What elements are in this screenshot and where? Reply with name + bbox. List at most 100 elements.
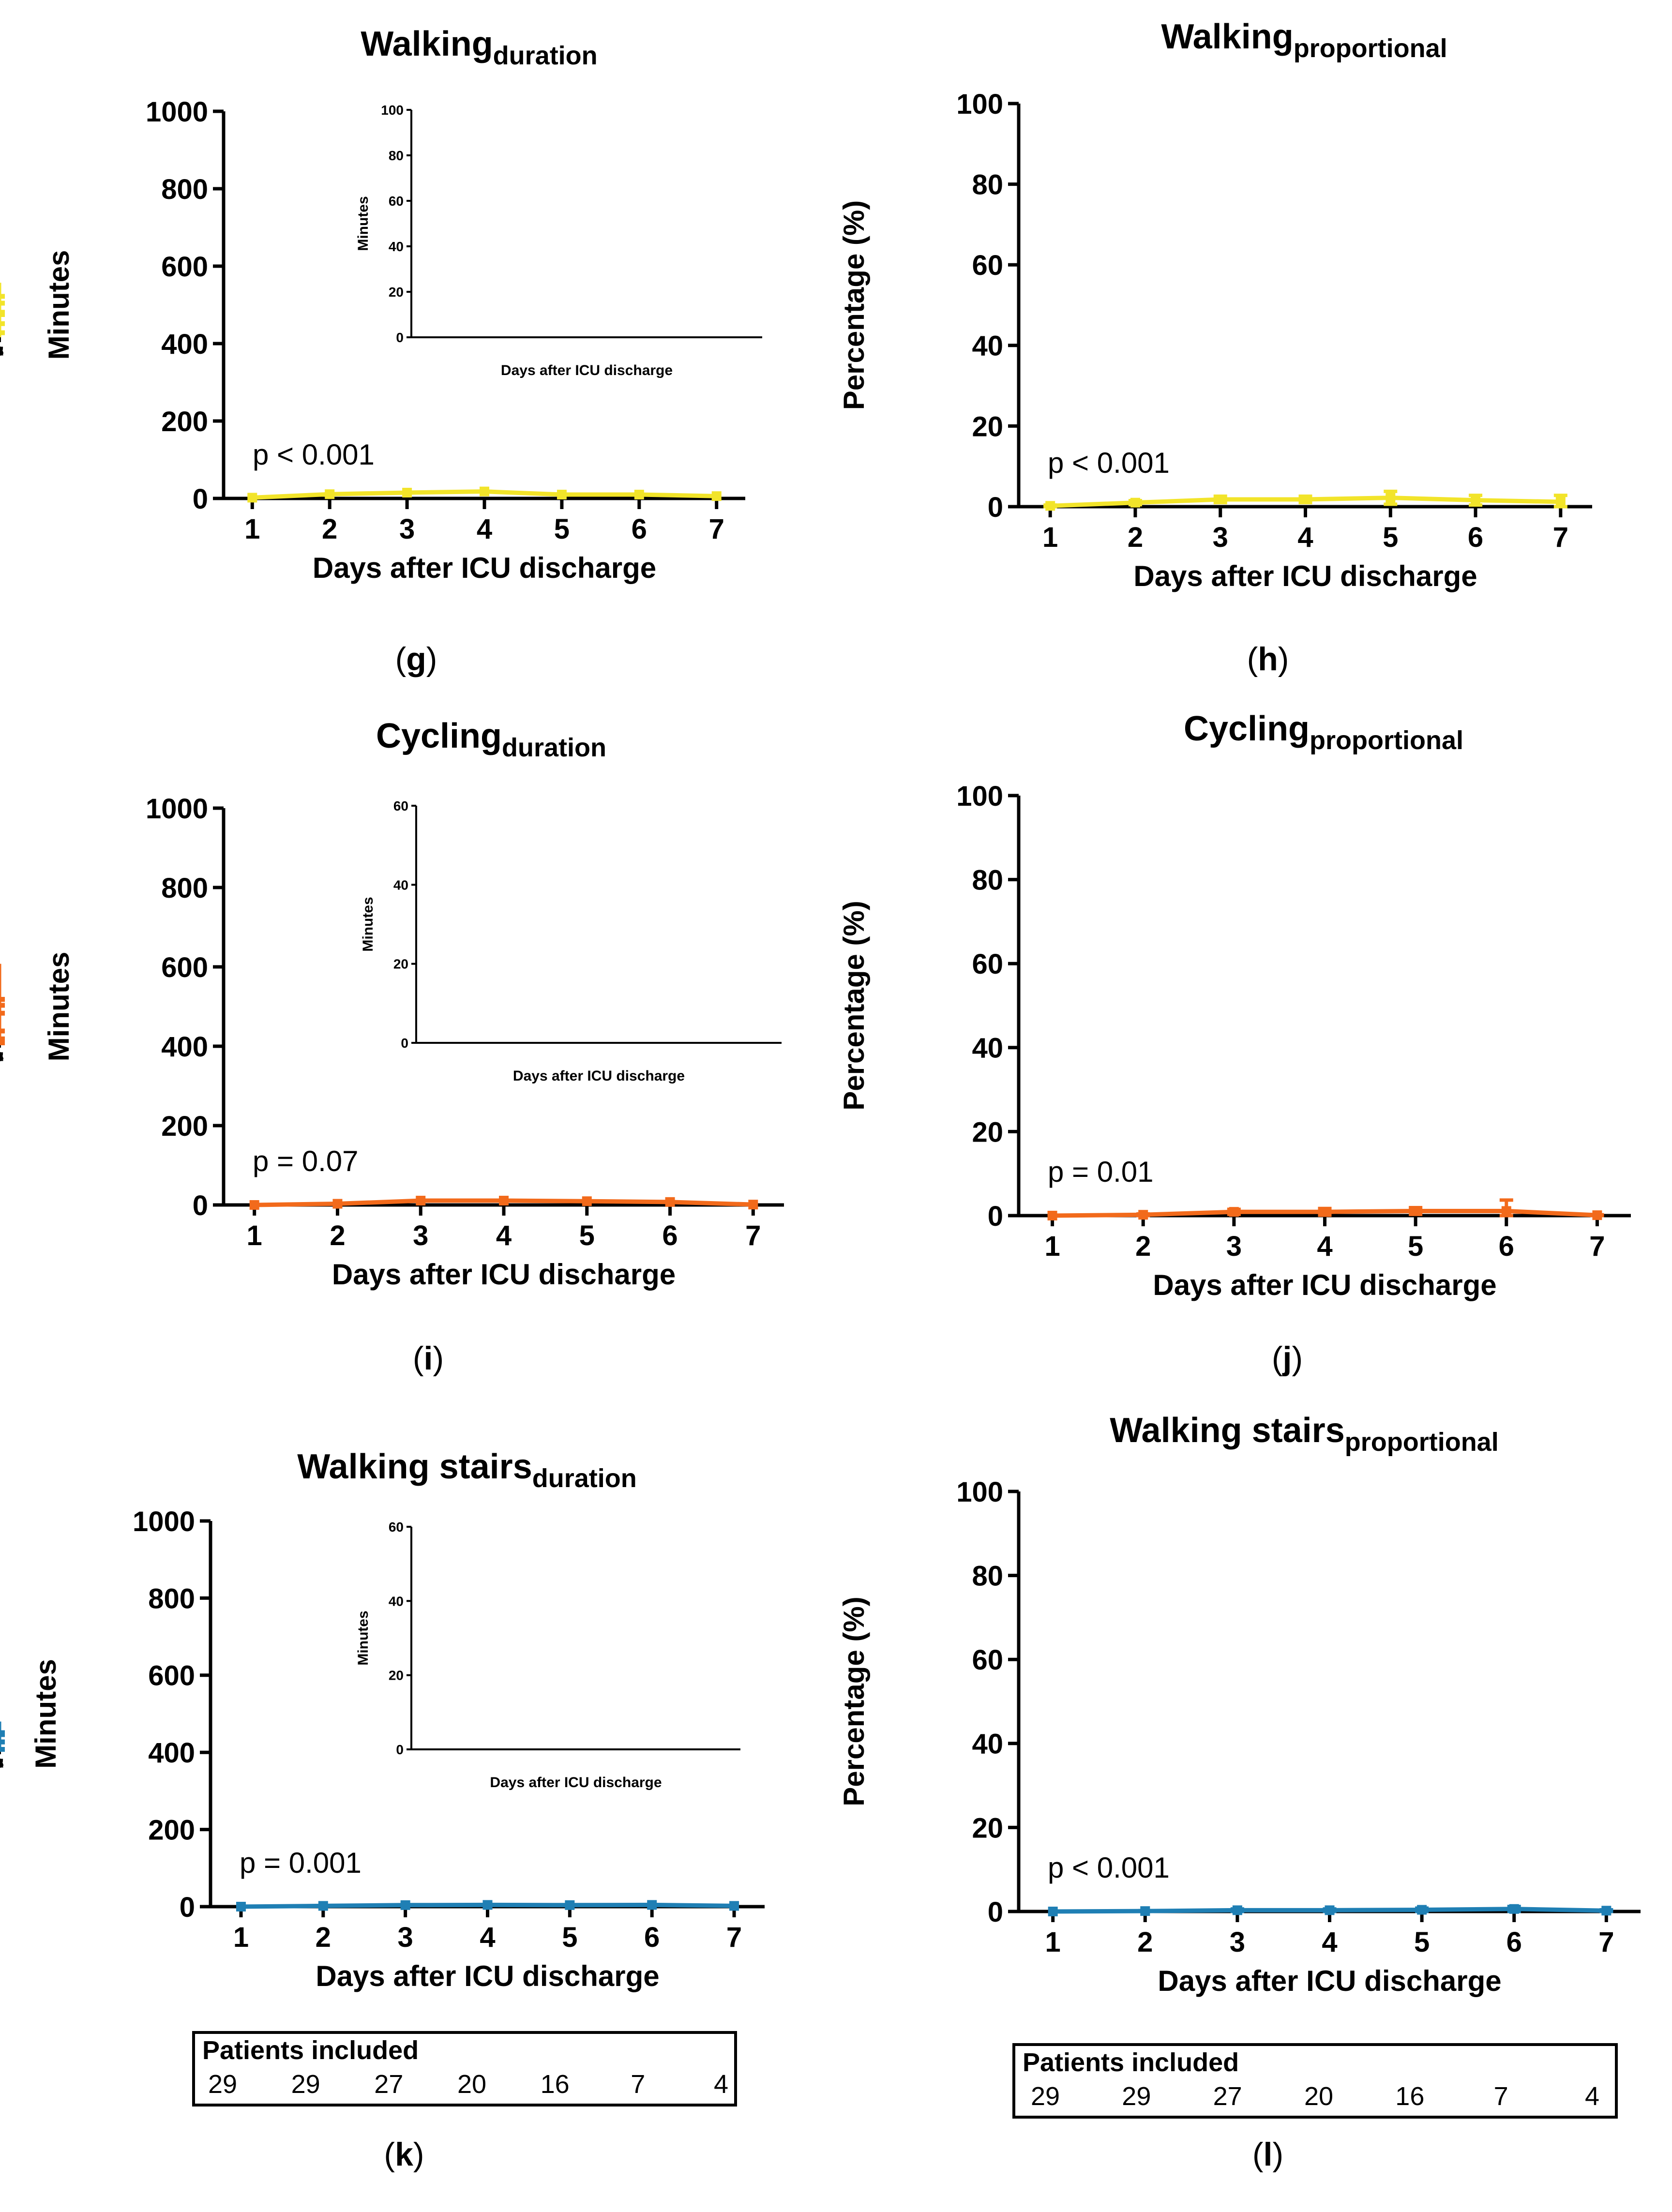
y-tick-label: 0 [988,1201,1003,1232]
chart-title-subscript: duration [493,41,598,70]
data-point [1130,497,1140,508]
x-tick-label: 6 [0,1049,3,1064]
x-tick-label: 7 [1589,1231,1605,1262]
x-tick-label: 2 [330,1220,345,1251]
x-tick-label: 7 [0,1049,3,1064]
x-tick-label: 3 [413,1220,428,1251]
data-point [332,1199,343,1209]
y-tick-label: 40 [972,1033,1003,1064]
y-tick-label: 1000 [146,96,208,128]
data-point [1229,1207,1239,1217]
y-tick-label: 60 [972,1644,1003,1676]
x-tick-label: 3 [1230,1926,1245,1958]
x-tick-label: 6 [644,1922,660,1953]
data-point [1047,1211,1057,1220]
data-point [1140,1906,1150,1916]
data-point [1138,1210,1148,1220]
x-tick-label: 4 [0,1756,4,1770]
panel-label: (l) [1252,2136,1283,2173]
x-tick-label: 2 [1128,522,1143,553]
panel-label-open: ( [1252,2136,1264,2173]
data-point [1048,1907,1058,1916]
data-point [1325,1905,1335,1915]
data-point [0,1003,5,1008]
panel-label: (i) [413,1340,444,1377]
x-axis-label: Days after ICU discharge [316,1960,659,1992]
y-tick-label: 20 [389,285,404,300]
data-point [1555,497,1566,507]
y-tick-label: 40 [389,239,404,254]
x-tick-label: 6 [0,344,3,358]
x-tick-label: 1 [1042,522,1058,553]
data-point [1320,1207,1330,1217]
x-tick-label: 5 [579,1220,595,1251]
data-point [0,1040,5,1045]
y-tick-label: 80 [389,148,404,163]
patients-count: 29 [208,2070,237,2099]
y-tick-label: 0 [988,1896,1003,1928]
data-point [402,488,412,497]
chart-title-subscript: proportional [1345,1428,1499,1457]
y-tick-label: 20 [393,957,408,972]
patients-count: 29 [291,2070,320,2099]
data-point [0,321,5,326]
panel-label-close: ) [1272,2136,1283,2173]
data-point [400,1900,410,1910]
x-axis-label: Days after ICU discharge [513,1068,685,1084]
data-point [325,489,335,499]
y-axis-label: Minutes [355,196,371,251]
x-tick-label: 1 [233,1922,249,1953]
y-tick-label: 600 [161,952,208,983]
y-tick-label: 0 [988,492,1003,523]
y-axis-label: Minutes [30,1659,62,1769]
y-tick-label: 20 [389,1668,404,1683]
panel-label-letter: l [1264,2136,1273,2173]
x-tick-label: 1 [1044,1231,1060,1262]
y-tick-label: 400 [161,1031,208,1063]
y-tick-label: 800 [161,873,208,904]
data-point [1386,493,1396,503]
x-tick-label: 2 [1137,1926,1153,1958]
x-tick-label: 1 [0,1756,3,1770]
x-tick-label: 2 [316,1922,331,1953]
x-tick-label: 3 [0,1049,3,1064]
chart-title: Cyclingduration [376,717,606,762]
panel-label-open: ( [413,1340,424,1377]
p-value-annotation: p < 0.001 [1048,447,1170,479]
x-tick-label: 3 [0,344,3,358]
x-tick-label: 2 [322,513,337,545]
data-point [1300,495,1310,505]
y-tick-label: 60 [393,798,408,813]
x-tick-label: 6 [662,1220,678,1251]
data-point [1215,495,1225,505]
patients-count: 4 [1585,2082,1599,2111]
y-tick-label: 600 [148,1660,195,1692]
chart-title: Walkingproportional [1161,17,1447,63]
patients-count: 16 [1395,2082,1424,2111]
p-value-annotation: p < 0.001 [1048,1851,1170,1884]
x-tick-label: 5 [0,344,3,358]
y-tick-label: 80 [972,864,1003,896]
data-point [0,1036,5,1041]
panel-label-open: ( [1272,1340,1283,1377]
y-tick-label: 200 [161,406,208,437]
data-point [0,1739,5,1745]
y-tick-label: 0 [180,1892,195,1923]
data-point [318,1901,328,1911]
patients-count: 27 [374,2070,403,2099]
patients-count: 7 [631,2070,645,2099]
data-point [0,1730,5,1735]
x-tick-label: 5 [1414,1926,1430,1958]
data-point [711,491,722,501]
chart-panel-h: Walkingproportional 0 20 40 60 80 100 1 2 3 4 5 6 7 Da… [838,17,1592,677]
patients-count: 7 [1494,2082,1508,2111]
x-axis-label: Days after ICU discharge [332,1258,676,1291]
y-tick-label: 60 [389,194,404,209]
x-tick-label: 4 [477,513,492,545]
p-value-annotation: p = 0.01 [1048,1156,1154,1188]
chart-title-main: Walking stairs [1110,1411,1344,1450]
y-tick-label: 20 [972,1116,1003,1148]
x-tick-label: 4 [1297,522,1313,553]
